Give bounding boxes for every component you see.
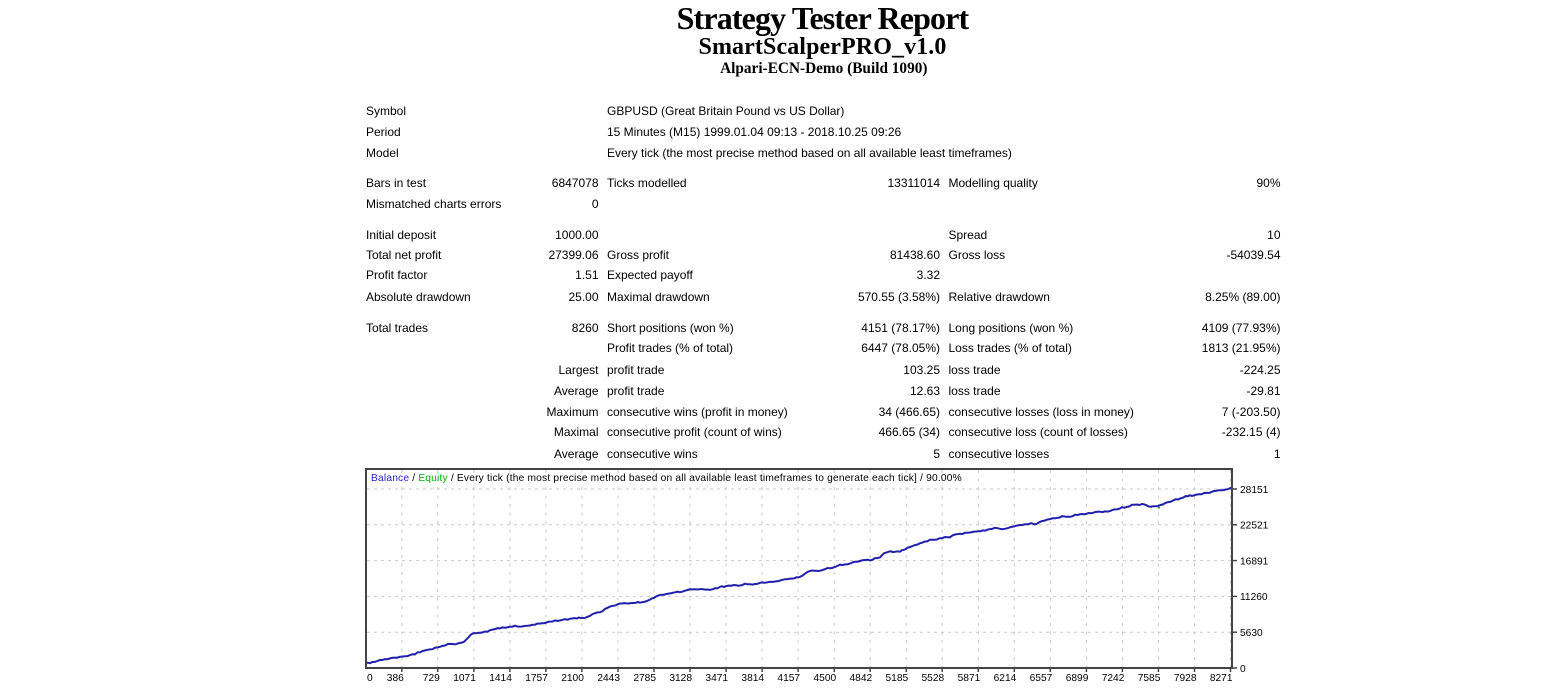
svg-text:6557: 6557 [1030,673,1053,684]
svg-text:5185: 5185 [886,673,909,684]
svg-text:16891: 16891 [1240,556,1269,567]
svg-text:0: 0 [1240,664,1246,675]
svg-text:4500: 4500 [814,673,837,684]
svg-text:729: 729 [423,673,440,684]
svg-text:1757: 1757 [525,673,548,684]
svg-text:4842: 4842 [850,673,873,684]
svg-text:5871: 5871 [958,673,981,684]
svg-text:6899: 6899 [1066,673,1089,684]
svg-text:1414: 1414 [489,673,512,684]
svg-text:Balance / Equity / Every tick: Balance / Equity / Every tick (the most … [371,473,962,484]
svg-text:7585: 7585 [1138,673,1161,684]
svg-text:3471: 3471 [705,673,728,684]
svg-text:2785: 2785 [633,673,656,684]
svg-text:386: 386 [387,673,404,684]
svg-text:22521: 22521 [1240,521,1269,532]
svg-text:4157: 4157 [777,673,800,684]
svg-text:28151: 28151 [1240,485,1269,496]
svg-text:6214: 6214 [994,673,1017,684]
svg-text:8271: 8271 [1210,673,1233,684]
svg-text:0: 0 [367,673,373,684]
svg-text:3814: 3814 [741,673,764,684]
svg-text:5630: 5630 [1240,628,1263,639]
svg-text:11260: 11260 [1240,592,1268,603]
svg-text:2443: 2443 [597,673,620,684]
svg-text:7928: 7928 [1174,673,1197,684]
svg-text:7242: 7242 [1102,673,1125,684]
svg-text:5528: 5528 [922,673,945,684]
svg-text:2100: 2100 [561,673,584,684]
svg-text:1071: 1071 [453,673,476,684]
svg-text:3128: 3128 [669,673,692,684]
